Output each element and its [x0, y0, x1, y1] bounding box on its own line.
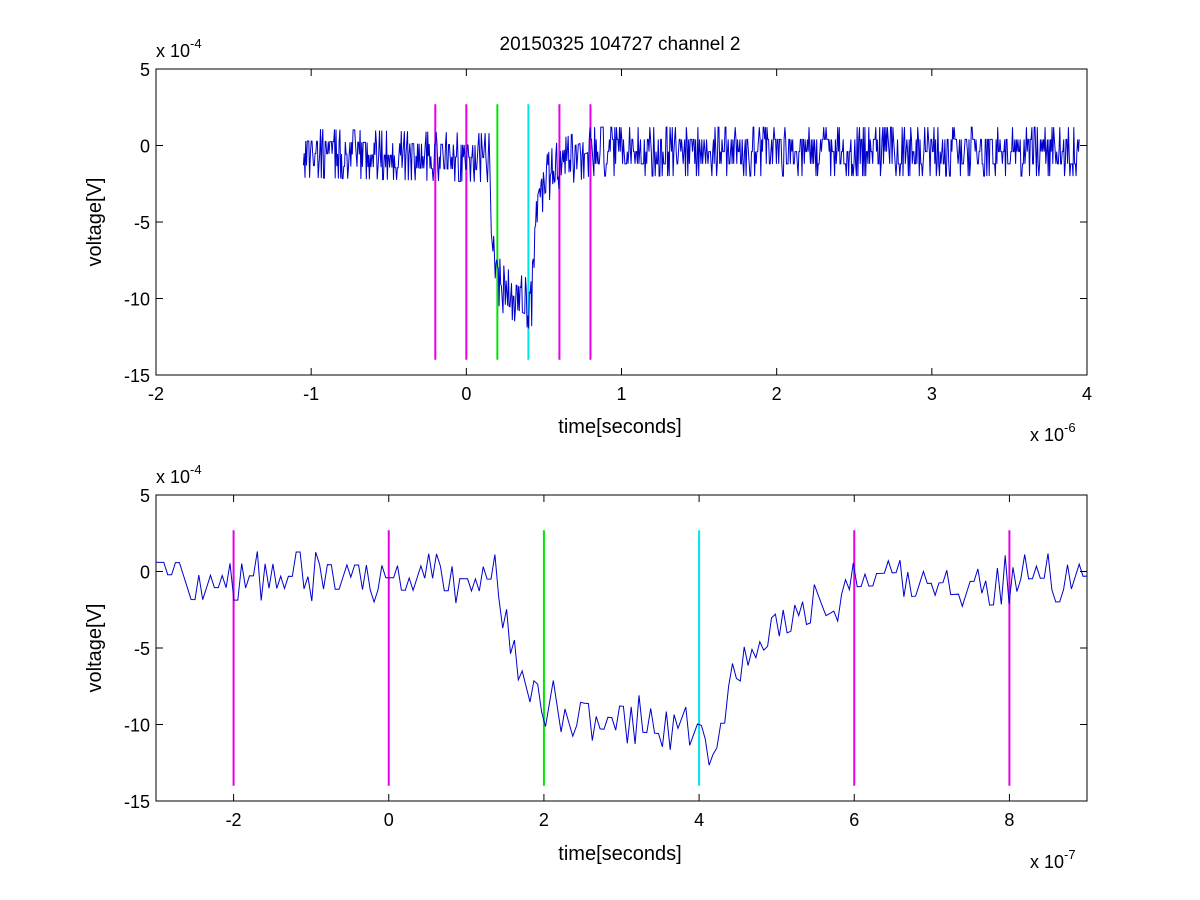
- bottom-xtick-label-5: 8: [1004, 810, 1014, 830]
- top-ytick-label-2: -5: [134, 213, 150, 233]
- top-x-axis-title: time[seconds]: [558, 416, 681, 438]
- top-y-exponent: x 10-4: [156, 36, 202, 61]
- top-y-exponent-base: x 10: [156, 41, 190, 61]
- top-xtick-label-5: 3: [927, 384, 937, 404]
- top-marker-lines: [434, 104, 592, 360]
- bottom-x-axis-title: time[seconds]: [558, 843, 681, 865]
- top-subplot: -2 -1 0 1 2 3 450-5-10-15 time[seconds] voltag…: [84, 36, 1092, 445]
- figure-title: 20150325 104727 channel 2: [500, 34, 741, 55]
- top-xtick-label-4: 2: [772, 384, 782, 404]
- bottom-x-exponent-power: -7: [1064, 847, 1076, 862]
- bottom-xtick-label-0: -2: [226, 810, 242, 830]
- bottom-ytick-label-2: -5: [134, 639, 150, 659]
- top-axes-frame: [155, 68, 1088, 376]
- bottom-x-exponent-base: x 10: [1030, 852, 1064, 872]
- top-xtick-label-1: -1: [303, 384, 319, 404]
- bottom-ytick-label-1: 0: [140, 563, 150, 583]
- top-x-exponent-power: -6: [1064, 420, 1076, 435]
- bottom-xtick-label-2: 2: [539, 810, 549, 830]
- bottom-ticks: -2 0 2 4 6 8 5 0 -5 -10 -15: [124, 486, 1087, 830]
- bottom-y-axis-title: voltage[V]: [84, 604, 106, 693]
- top-ytick-label-4: -15: [124, 366, 150, 386]
- bottom-ytick-label-4: -15: [124, 792, 150, 812]
- top-xtick-label-2: 0: [461, 384, 471, 404]
- top-xtick-label-6: 4: [1082, 384, 1092, 404]
- top-ticks: -2 -1 0 1 2 3 450-5-10-15: [124, 60, 1092, 404]
- bottom-axes-frame: [155, 494, 1088, 802]
- top-ytick-label-1: 0: [140, 137, 150, 157]
- bottom-ytick-label-0: 5: [140, 486, 150, 506]
- bottom-marker-lines: [232, 530, 1011, 786]
- top-x-exponent: x 10-6: [1030, 420, 1076, 445]
- bottom-signal-line: [155, 551, 1088, 766]
- bottom-x-exponent: x 10-7: [1030, 847, 1076, 872]
- top-y-exponent-power: -4: [190, 36, 202, 51]
- bottom-y-exponent: x 10-4: [156, 462, 202, 487]
- top-y-axis-title: voltage[V]: [84, 178, 106, 267]
- bottom-y-exponent-power: -4: [190, 462, 202, 477]
- top-ytick-label-3: -10: [124, 290, 150, 310]
- bottom-xtick-label-1: 0: [384, 810, 394, 830]
- top-xtick-label-3: 1: [616, 384, 626, 404]
- bottom-ytick-label-3: -10: [124, 716, 150, 736]
- top-x-exponent-base: x 10: [1030, 425, 1064, 445]
- top-ytick-label-0: 5: [140, 60, 150, 80]
- bottom-y-exponent-base: x 10: [156, 467, 190, 487]
- top-signal-line: [302, 126, 1080, 329]
- bottom-xtick-label-4: 6: [849, 810, 859, 830]
- bottom-xtick-label-3: 4: [694, 810, 704, 830]
- top-xtick-label-0: -2: [148, 384, 164, 404]
- bottom-subplot: -2 0 2 4 6 8 5 0 -5 -10 -15 time[seconds] voltage[…: [84, 462, 1088, 872]
